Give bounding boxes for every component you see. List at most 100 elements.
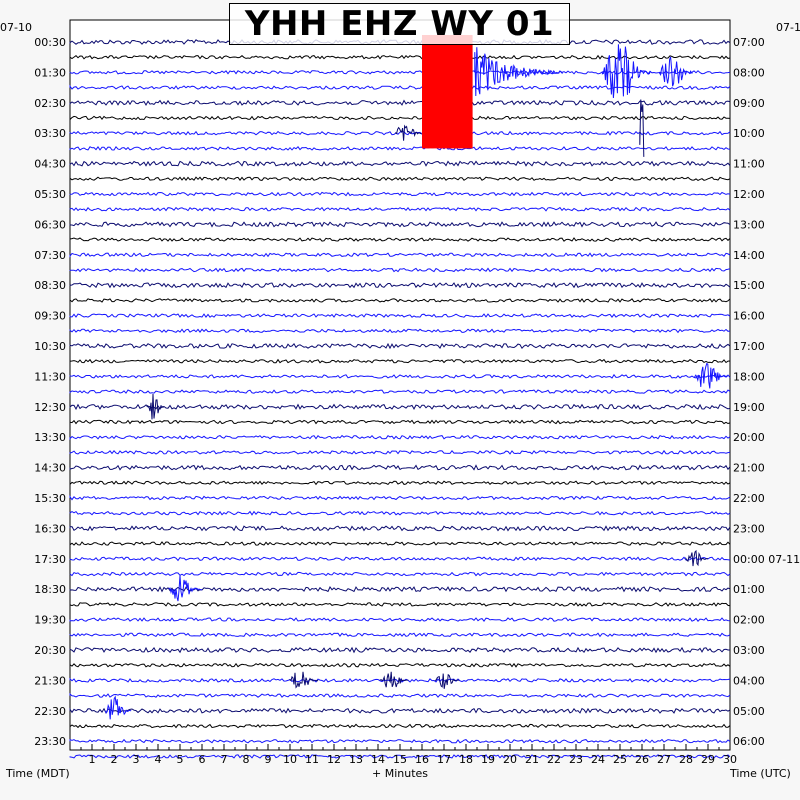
trace-line — [69, 328, 731, 334]
trace-line — [69, 267, 731, 273]
trace-line — [69, 191, 731, 197]
trace-line — [69, 525, 731, 532]
trace-line — [69, 160, 731, 167]
right-time-label: 06:00 — [733, 735, 765, 748]
event-waveform — [474, 47, 563, 97]
trace-line — [69, 282, 731, 289]
x-tick-label: 29 — [701, 753, 715, 766]
left-time-label: 13:30 — [34, 431, 66, 444]
left-time-label: 11:30 — [34, 370, 66, 383]
x-tick-label: 16 — [415, 753, 429, 766]
trace-line — [69, 738, 731, 744]
right-time-label: 03:00 — [733, 644, 765, 657]
right-time-label: 08:00 — [733, 66, 765, 79]
right-time-label: 23:00 — [733, 522, 765, 535]
left-time-label: 09:30 — [34, 310, 66, 323]
x-tick-label: 5 — [177, 753, 184, 766]
trace-line — [69, 632, 731, 638]
x-tick-label: 17 — [437, 753, 451, 766]
clipped-event-block — [422, 35, 473, 149]
right-time-label: 07:00 — [733, 36, 765, 49]
trace-line — [69, 313, 731, 318]
right-time-label: 11:00 — [733, 158, 765, 171]
left-time-label: 23:30 — [34, 735, 66, 748]
left-time-label: 18:30 — [34, 583, 66, 596]
event-waveform — [395, 124, 422, 141]
event-layer — [104, 35, 728, 720]
x-tick-label: 24 — [591, 753, 605, 766]
left-axis-title: Time (MDT) — [6, 767, 70, 780]
right-time-label: 12:00 — [733, 188, 765, 201]
right-time-label: 04:00 — [733, 674, 765, 687]
x-tick-label: 9 — [265, 753, 272, 766]
event-waveform — [379, 671, 409, 688]
event-waveform — [601, 44, 651, 99]
right-time-label: 20:00 — [733, 431, 765, 444]
trace-line — [69, 662, 731, 668]
trace-line — [69, 495, 731, 501]
event-waveform — [146, 393, 165, 420]
trace-line — [69, 237, 731, 242]
x-tick-label: 2 — [111, 753, 118, 766]
event-waveform — [289, 671, 319, 689]
left-time-label: 01:30 — [34, 66, 66, 79]
event-waveform — [434, 673, 460, 689]
event-waveform — [639, 99, 645, 157]
trace-line — [69, 556, 731, 562]
right-time-label: 17:00 — [733, 340, 765, 353]
left-time-label: 14:30 — [34, 462, 66, 475]
x-tick-label: 3 — [133, 753, 140, 766]
x-tick-label: 28 — [679, 753, 693, 766]
trace-line — [69, 585, 731, 593]
x-tick-label: 8 — [243, 753, 250, 766]
trace-line — [69, 70, 731, 75]
left-time-label: 12:30 — [34, 401, 66, 414]
right-time-label: 02:00 — [733, 614, 765, 627]
right-time-label: 22:00 — [733, 492, 765, 505]
trace-line — [69, 541, 731, 546]
trace-line — [69, 646, 730, 654]
trace-line — [69, 617, 731, 623]
trace-line — [69, 130, 731, 136]
left-time-label: 15:30 — [34, 492, 66, 505]
x-tick-label: 7 — [221, 753, 228, 766]
right-time-label: 05:00 — [733, 705, 765, 718]
x-tick-label: 12 — [327, 753, 341, 766]
x-axis: 1 2 3 4 5 6 7 8 9 10 11 12 13 14 15 16 17 18 19 20 21 22 23 24 2… — [69, 744, 737, 766]
event-waveform — [694, 362, 728, 389]
event-waveform — [104, 695, 132, 720]
title-box: YHH EHZ WY 01 — [229, 3, 570, 45]
trace-line — [69, 419, 731, 425]
top-left-date: 07-10 — [0, 21, 32, 34]
chart-title: YHH EHZ WY 01 — [244, 4, 555, 44]
right-axis-title: Time (UTC) — [730, 767, 791, 780]
trace-line — [69, 389, 731, 394]
left-time-label: 05:30 — [34, 188, 66, 201]
trace-line — [69, 145, 731, 151]
trace-line — [69, 693, 731, 698]
x-tick-label: 10 — [283, 753, 297, 766]
right-time-label: 15:00 — [733, 279, 765, 292]
right-time-label: 21:00 — [733, 462, 765, 475]
x-tick-label: 1 — [89, 753, 96, 766]
trace-line — [69, 176, 731, 182]
trace-line — [69, 342, 731, 350]
right-time-label: 19:00 — [733, 401, 765, 414]
event-waveform — [659, 56, 693, 87]
left-time-label: 10:30 — [34, 340, 66, 353]
trace-line — [69, 84, 731, 90]
left-time-label: 07:30 — [34, 249, 66, 262]
right-time-label: 16:00 — [733, 310, 765, 323]
trace-line — [69, 434, 731, 440]
trace-line — [69, 373, 731, 379]
left-time-label: 20:30 — [34, 644, 66, 657]
x-tick-label: 22 — [547, 753, 561, 766]
x-axis-title: + Minutes — [372, 767, 429, 780]
trace-line — [69, 115, 731, 121]
trace-line — [69, 510, 731, 516]
right-time-label: 13:00 — [733, 218, 765, 231]
trace-line — [69, 206, 731, 212]
x-tick-label: 26 — [635, 753, 649, 766]
left-time-label: 02:30 — [34, 97, 66, 110]
